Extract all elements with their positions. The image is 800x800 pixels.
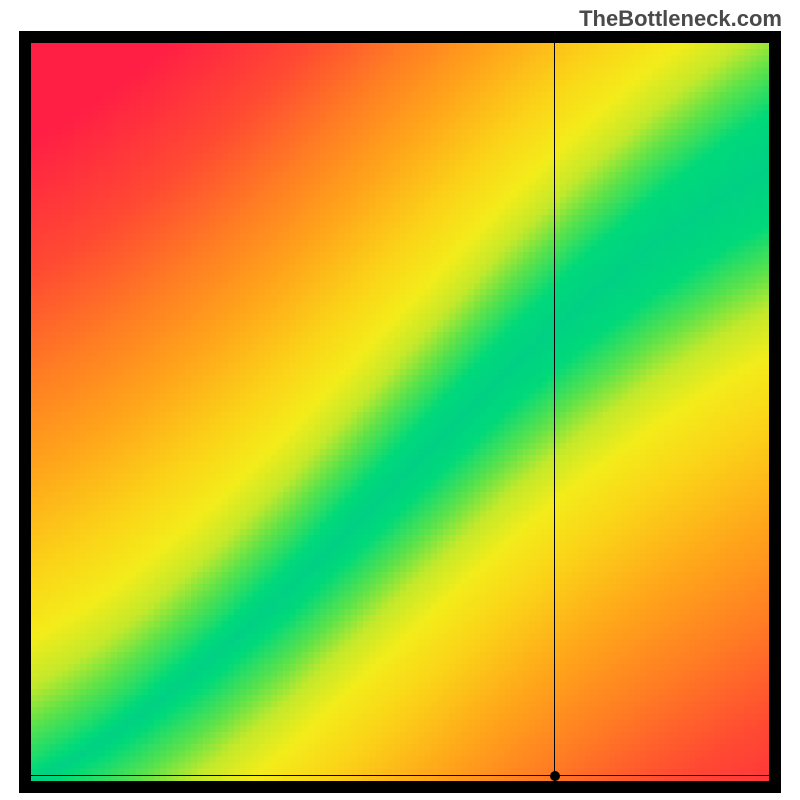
bottleneck-heatmap bbox=[31, 43, 769, 781]
watermark-text: TheBottleneck.com bbox=[579, 6, 782, 32]
marker-dot bbox=[550, 771, 560, 781]
marker-crosshair-vertical bbox=[554, 43, 555, 781]
heatmap-plot-area bbox=[31, 43, 769, 781]
marker-crosshair-horizontal bbox=[31, 775, 769, 776]
